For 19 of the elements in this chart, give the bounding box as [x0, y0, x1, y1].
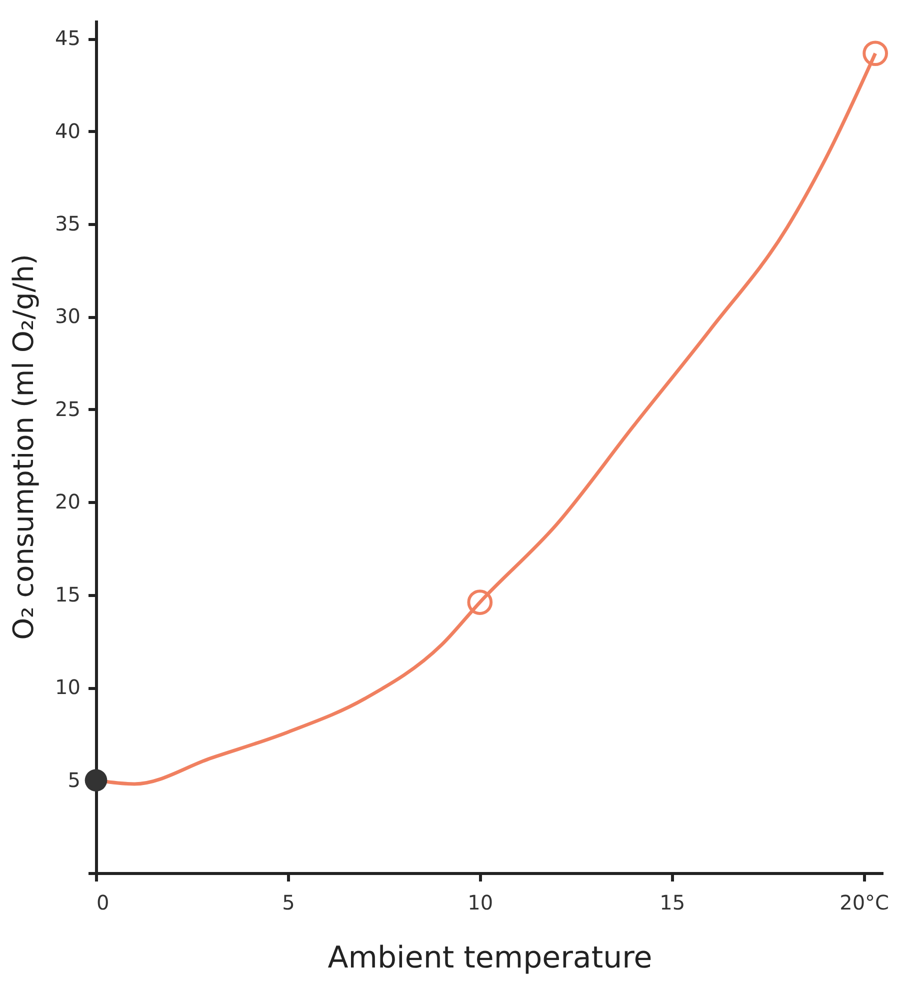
y-tick-label: 10 — [55, 675, 80, 700]
point — [84, 769, 108, 792]
y-tick-label: 35 — [55, 211, 80, 236]
point — [467, 590, 493, 615]
y-axis-title: O₂ consumption (ml O₂/g/h) — [7, 254, 40, 640]
x-tick-label: 10 — [468, 890, 494, 914]
x-tick-label: 0 — [96, 890, 110, 914]
y-tick-label: 5 — [68, 768, 80, 792]
x-tick-label: 5 — [282, 890, 295, 914]
point — [862, 40, 888, 66]
x-axis-title: Ambient temperature — [328, 940, 652, 976]
y-tick-label: 45 — [55, 26, 80, 50]
y-tick-label: 30 — [55, 304, 80, 328]
x-tick-label: 20°C — [840, 890, 890, 914]
y-tick-label: 20 — [55, 490, 80, 514]
y-tick-label: 15 — [55, 582, 80, 606]
y-tick-label: 25 — [55, 396, 80, 421]
x-tick-label: 15 — [660, 890, 686, 914]
y-tick-label: 40 — [55, 118, 80, 143]
